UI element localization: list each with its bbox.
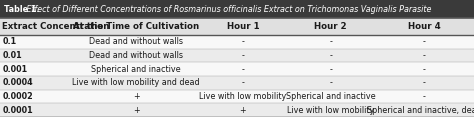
Text: 0.01: 0.01 bbox=[2, 51, 22, 60]
Bar bbox=[0, 49, 474, 62]
Text: Dead and without walls: Dead and without walls bbox=[89, 51, 183, 60]
Text: Hour 2: Hour 2 bbox=[314, 22, 347, 31]
Bar bbox=[0, 35, 474, 49]
Bar bbox=[0, 90, 474, 103]
Text: Extract Concentration: Extract Concentration bbox=[2, 22, 110, 31]
Bar bbox=[0, 18, 474, 35]
Text: Effect of Different Concentrations of Rosmarinus officinalis Extract on Trichomo: Effect of Different Concentrations of Ro… bbox=[24, 5, 431, 14]
Text: 0.1: 0.1 bbox=[2, 37, 17, 46]
Text: Spherical and inactive: Spherical and inactive bbox=[286, 92, 375, 101]
Text: 0.001: 0.001 bbox=[2, 65, 27, 74]
Text: +: + bbox=[133, 106, 139, 115]
Text: -: - bbox=[423, 65, 426, 74]
Text: -: - bbox=[423, 92, 426, 101]
Text: -: - bbox=[329, 65, 332, 74]
Text: Live with low mobility: Live with low mobility bbox=[199, 92, 287, 101]
Bar bbox=[0, 76, 474, 90]
Text: +: + bbox=[240, 106, 246, 115]
Text: Table 1.: Table 1. bbox=[4, 5, 39, 14]
Text: 0.0001: 0.0001 bbox=[2, 106, 33, 115]
Bar bbox=[0, 62, 474, 76]
Text: At the Time of Cultivation: At the Time of Cultivation bbox=[73, 22, 200, 31]
Text: Spherical and inactive, dead: Spherical and inactive, dead bbox=[367, 106, 474, 115]
Text: Spherical and inactive: Spherical and inactive bbox=[91, 65, 181, 74]
Text: -: - bbox=[423, 37, 426, 46]
Text: Live with low mobility and dead: Live with low mobility and dead bbox=[73, 78, 200, 87]
Bar bbox=[0, 0, 474, 18]
Text: Hour 1: Hour 1 bbox=[227, 22, 259, 31]
Text: -: - bbox=[241, 37, 245, 46]
Text: -: - bbox=[241, 78, 245, 87]
Text: 0.0002: 0.0002 bbox=[2, 92, 33, 101]
Text: -: - bbox=[241, 51, 245, 60]
Text: -: - bbox=[423, 78, 426, 87]
Text: -: - bbox=[329, 51, 332, 60]
Text: Live with low mobility: Live with low mobility bbox=[287, 106, 374, 115]
Text: -: - bbox=[329, 37, 332, 46]
Text: -: - bbox=[423, 51, 426, 60]
Text: Dead and without walls: Dead and without walls bbox=[89, 37, 183, 46]
Bar bbox=[0, 103, 474, 117]
Text: 0.0004: 0.0004 bbox=[2, 78, 33, 87]
Text: -: - bbox=[241, 65, 245, 74]
Text: -: - bbox=[329, 78, 332, 87]
Text: +: + bbox=[133, 92, 139, 101]
Text: Hour 4: Hour 4 bbox=[408, 22, 441, 31]
